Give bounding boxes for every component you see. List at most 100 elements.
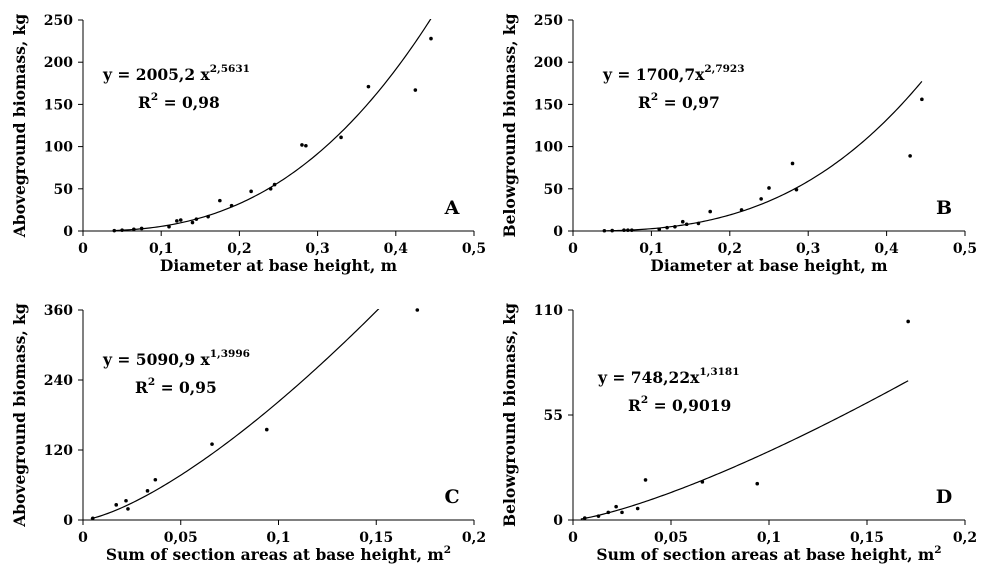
y-tick-label: 100 bbox=[534, 140, 563, 156]
y-tick-label: 50 bbox=[54, 182, 74, 198]
x-tick-label: 0,05 bbox=[654, 530, 688, 546]
y-tick-label: 360 bbox=[44, 303, 73, 319]
data-point bbox=[139, 226, 144, 231]
fit-equation: y = 748,22x1,3181 bbox=[597, 366, 740, 387]
y-tick-label: 0 bbox=[63, 224, 73, 240]
x-tick-label: 0,4 bbox=[874, 241, 899, 257]
data-point bbox=[145, 489, 150, 493]
data-point bbox=[906, 319, 910, 324]
data-point bbox=[112, 228, 117, 233]
data-point bbox=[339, 135, 343, 140]
data-point bbox=[167, 224, 171, 229]
data-point bbox=[429, 36, 433, 41]
x-tick-label: 0,15 bbox=[850, 530, 884, 546]
data-point bbox=[194, 217, 199, 221]
data-point bbox=[210, 442, 214, 446]
x-tick-label: 0,15 bbox=[359, 530, 393, 546]
x-tick-label: 0 bbox=[78, 241, 88, 257]
trendline bbox=[90, 309, 380, 520]
x-tick-label: 0,4 bbox=[384, 241, 409, 257]
data-point bbox=[175, 219, 179, 223]
x-tick-label: 0,1 bbox=[149, 241, 173, 257]
panel-label: B bbox=[936, 197, 952, 219]
y-tick-label: 240 bbox=[44, 373, 73, 389]
panel-label: A bbox=[444, 197, 460, 219]
r-squared: R2 = 0,95 bbox=[135, 376, 217, 397]
data-point bbox=[218, 198, 222, 203]
x-tick-label: 0,1 bbox=[757, 530, 781, 546]
data-point bbox=[790, 161, 795, 166]
x-tick-label: 0 bbox=[568, 530, 578, 546]
x-tick-label: 0,1 bbox=[266, 530, 290, 546]
data-point bbox=[708, 209, 712, 214]
data-point bbox=[657, 227, 662, 232]
trendline bbox=[580, 380, 909, 520]
data-point bbox=[767, 186, 771, 190]
data-point bbox=[626, 228, 630, 232]
y-tick-label: 110 bbox=[534, 303, 563, 319]
data-point bbox=[622, 228, 626, 232]
x-tick-label: 0,2 bbox=[227, 241, 251, 257]
data-point bbox=[413, 88, 418, 92]
data-point bbox=[249, 189, 253, 194]
r-squared: R2 = 0,97 bbox=[638, 91, 720, 112]
data-point bbox=[920, 97, 924, 102]
data-point bbox=[272, 182, 277, 187]
x-axis-title: Diameter at base height, m bbox=[650, 256, 888, 275]
data-point bbox=[620, 510, 624, 515]
y-tick-label: 100 bbox=[44, 140, 73, 156]
y-tick-label: 0 bbox=[553, 224, 563, 240]
y-axis-title: Belowground biomass, kg bbox=[500, 13, 519, 237]
data-point bbox=[684, 222, 689, 227]
x-tick-label: 0,3 bbox=[796, 241, 820, 257]
fit-equation: y = 5090,9 x1,3996 bbox=[102, 348, 250, 369]
data-point bbox=[908, 154, 912, 158]
data-point bbox=[304, 143, 308, 148]
data-point bbox=[739, 208, 744, 212]
data-point bbox=[190, 220, 195, 225]
x-tick-label: 0,1 bbox=[639, 241, 663, 257]
data-point bbox=[759, 197, 763, 201]
r-squared: R2 = 0,9019 bbox=[628, 394, 731, 415]
data-point bbox=[114, 503, 119, 507]
fit-equation: y = 1700,7x2,7923 bbox=[602, 63, 745, 84]
data-point bbox=[630, 228, 634, 232]
y-tick-label: 200 bbox=[534, 55, 563, 71]
data-point bbox=[582, 516, 587, 520]
y-tick-label: 55 bbox=[544, 408, 563, 424]
panel-label: C bbox=[444, 486, 459, 508]
y-tick-label: 200 bbox=[44, 55, 73, 71]
data-point bbox=[680, 219, 685, 224]
y-axis-title: Aboveground biomass, kg bbox=[10, 303, 29, 528]
x-tick-label: 0 bbox=[568, 241, 578, 257]
r-squared: R2 = 0,98 bbox=[138, 91, 220, 112]
fit-equation: y = 2005,2 x2,5631 bbox=[102, 63, 250, 84]
y-tick-label: 250 bbox=[534, 13, 563, 29]
chart-panel-b: 0 50 100 150 200 250 0 0,1 0,2 0,3 0,4 0,5 Diameter … bbox=[500, 13, 977, 275]
data-point bbox=[268, 187, 273, 191]
data-point bbox=[178, 218, 183, 222]
trendline bbox=[604, 80, 923, 231]
data-point bbox=[120, 228, 124, 232]
data-point bbox=[673, 224, 677, 229]
chart-panel-c: 0 120 240 360 0 0,05 0,1 0,15 0,2 Sum of section … bbox=[10, 303, 486, 564]
x-tick-label: 0,05 bbox=[164, 530, 198, 546]
x-axis-title: Sum of section areas at base height, m2 bbox=[596, 544, 941, 564]
data-point bbox=[635, 506, 640, 511]
data-point bbox=[415, 308, 420, 312]
data-point bbox=[366, 84, 371, 89]
y-tick-label: 250 bbox=[44, 13, 73, 29]
x-tick-label: 0,3 bbox=[305, 241, 329, 257]
data-point bbox=[614, 504, 618, 509]
y-tick-label: 120 bbox=[44, 443, 73, 459]
data-point bbox=[90, 516, 95, 521]
x-axis-title: Sum of section areas at base height, m2 bbox=[106, 544, 451, 564]
y-tick-label: 0 bbox=[63, 513, 73, 529]
y-tick-label: 50 bbox=[544, 182, 564, 198]
data-point bbox=[124, 498, 128, 503]
x-tick-label: 0,5 bbox=[953, 241, 977, 257]
chart-panel-d: 0 55 110 0 0,05 0,1 0,15 0,2 Sum of section area… bbox=[500, 303, 977, 564]
data-point bbox=[596, 514, 601, 518]
data-point bbox=[665, 225, 669, 230]
data-point bbox=[643, 478, 648, 482]
